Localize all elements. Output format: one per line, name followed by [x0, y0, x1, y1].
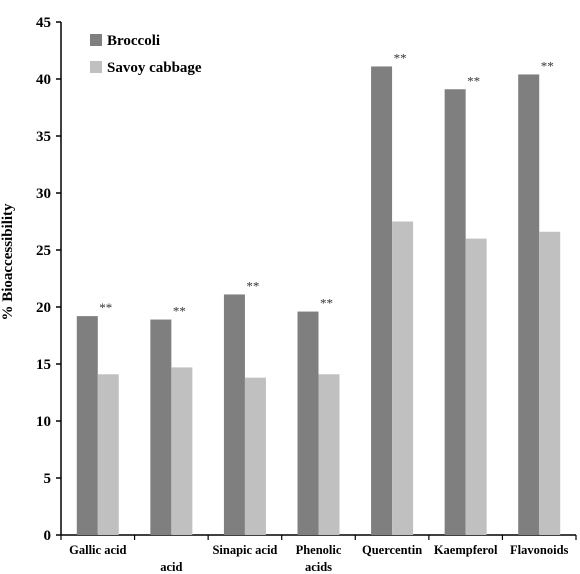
legend-label: Broccoli	[107, 33, 160, 49]
category-label: Phenolic	[296, 543, 342, 557]
y-tick-label: 15	[36, 357, 51, 373]
y-tick-label: 30	[36, 186, 51, 202]
category-label: Sinapic acid	[212, 543, 277, 557]
bar	[223, 294, 245, 535]
category-label: Kaempferol	[434, 543, 498, 557]
bar	[150, 319, 172, 535]
y-tick-label: 5	[44, 471, 52, 487]
y-tick-label: 20	[36, 300, 51, 316]
bar	[297, 311, 319, 535]
bars	[76, 66, 561, 536]
y-ticks: 0 5 10 15 20 25 30 35 40 45	[36, 15, 61, 544]
bar	[444, 89, 466, 535]
bar	[318, 374, 340, 535]
bar	[392, 221, 414, 535]
category-label: Flavonoids	[510, 543, 568, 557]
y-tick-label: 0	[44, 528, 52, 544]
significance-marker: **	[173, 304, 186, 319]
bar	[371, 66, 393, 536]
y-tick-label: 40	[36, 72, 51, 88]
x-ticks	[60, 535, 577, 540]
y-tick-label: 45	[36, 15, 51, 31]
legend-swatch	[90, 61, 102, 73]
bar	[76, 316, 98, 535]
category-label: Quercentin	[362, 543, 422, 557]
category-labels: Gallic acid acid Sinapic acid Phenolic acids…	[69, 543, 568, 574]
y-tick-label: 35	[36, 129, 51, 145]
bar	[465, 238, 487, 535]
bar	[518, 74, 540, 535]
y-tick-label: 25	[36, 243, 51, 259]
significance-marker: **	[467, 73, 480, 88]
bar	[171, 367, 193, 535]
legend: Broccoli Savoy cabbage	[90, 33, 202, 76]
bar	[539, 231, 561, 535]
y-axis-label: % Bioaccessibility	[0, 203, 16, 321]
bar	[97, 374, 119, 535]
bar	[244, 377, 266, 535]
significance-marker: **	[99, 300, 112, 315]
category-label: acid	[160, 560, 182, 574]
category-label: acids	[305, 560, 332, 574]
significance-marker: **	[541, 58, 554, 73]
significance-marker: **	[246, 278, 259, 293]
significance-markers: ** ** ** ** ** ** **	[99, 50, 553, 318]
y-tick-label: 10	[36, 414, 51, 430]
legend-label: Savoy cabbage	[107, 60, 202, 76]
significance-marker: **	[320, 296, 333, 311]
legend-swatch	[90, 34, 102, 46]
significance-marker: **	[394, 50, 407, 65]
category-label: Gallic acid	[69, 543, 126, 557]
